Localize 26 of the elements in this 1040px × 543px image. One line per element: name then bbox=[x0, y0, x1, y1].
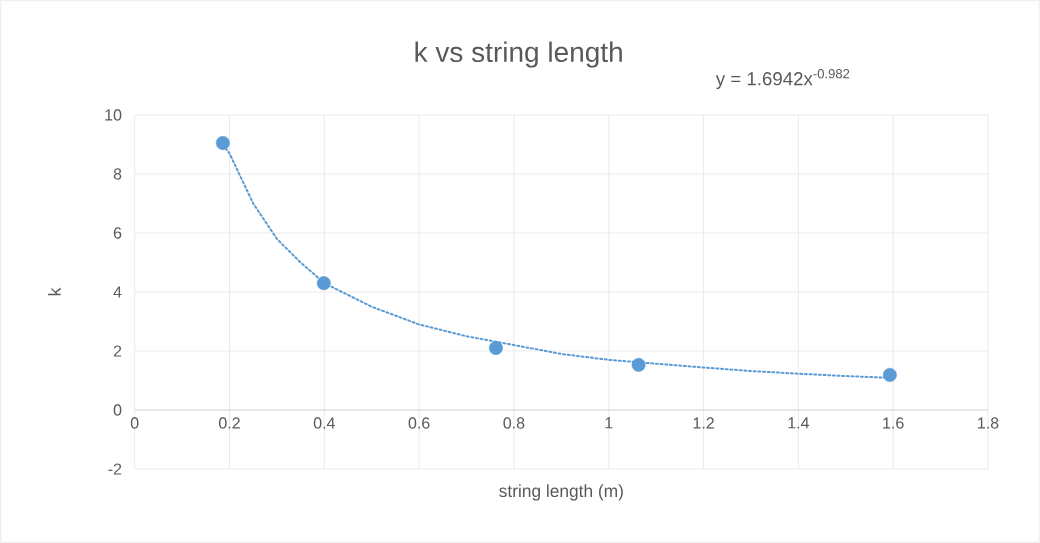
y-tick-label: 0 bbox=[113, 404, 122, 416]
x-tick-label: 0.8 bbox=[503, 417, 525, 429]
x-tick-label: 0.6 bbox=[408, 417, 430, 429]
x-tick-label: 1.8 bbox=[978, 417, 999, 429]
y-tick-label: 2 bbox=[113, 345, 122, 357]
x-tick-label: 0.2 bbox=[219, 417, 240, 429]
x-tick-label: 0 bbox=[130, 417, 139, 429]
point bbox=[215, 136, 230, 150]
x-tick-label: 0.4 bbox=[313, 417, 335, 429]
point bbox=[882, 367, 897, 382]
x-tick-label: 1.4 bbox=[788, 417, 810, 429]
x-tick-label: 1 bbox=[605, 417, 613, 429]
point bbox=[316, 276, 331, 291]
x-axis-title: string length (m) bbox=[499, 484, 623, 501]
x-tick-label: 1.2 bbox=[693, 417, 714, 429]
chart-title: k vs string length bbox=[415, 41, 622, 68]
point bbox=[488, 341, 503, 355]
point bbox=[631, 357, 646, 372]
y-tick-label: 10 bbox=[105, 109, 122, 121]
y-tick-label: 4 bbox=[113, 286, 122, 298]
y-axis-title: k bbox=[48, 287, 61, 296]
y-tick-label: -2 bbox=[108, 463, 122, 475]
x-tick-label: 1.6 bbox=[883, 417, 904, 429]
y-tick-label: 8 bbox=[113, 168, 122, 180]
y-tick-label: 6 bbox=[113, 227, 122, 239]
text: y = 1.6942x$^{-0.982}$ bbox=[715, 69, 850, 90]
